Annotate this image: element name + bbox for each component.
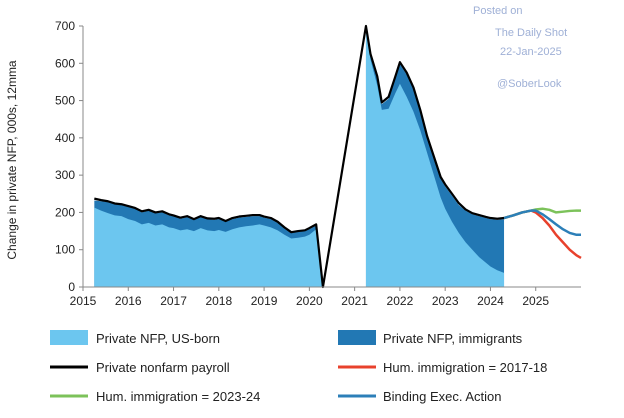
legend-swatch-us-born (50, 330, 88, 345)
series-total-line (94, 24, 505, 289)
legend-label-hum-2017-18: Hum. immigration = 2017-18 (383, 360, 547, 375)
x-tick-label: 2022 (387, 294, 414, 308)
legend: Private NFP, US-born Private NFP, immigr… (50, 330, 547, 404)
y-tick-label: 0 (68, 280, 75, 294)
y-tick-label: 400 (55, 131, 75, 145)
x-tick-label: 2020 (296, 294, 323, 308)
x-tick-label: 2019 (251, 294, 278, 308)
y-tick-label: 300 (55, 168, 75, 182)
watermark-source: The Daily Shot (495, 27, 567, 39)
x-tick-label: 2018 (205, 294, 232, 308)
x-tick-label: 2015 (70, 294, 97, 308)
y-tick-label: 700 (55, 19, 75, 33)
x-tick-labels: 2015 2016 2017 2018 2019 2020 2021 2022 2023 2024… (70, 287, 549, 308)
axes-layer (82, 26, 581, 288)
lines-layer (94, 24, 582, 289)
watermark-handle: @SoberLook (497, 78, 562, 90)
watermark: Posted on The Daily Shot 22-Jan-2025 @So… (473, 5, 567, 90)
x-tick-label: 2024 (477, 294, 504, 308)
x-tick-label: 2021 (341, 294, 368, 308)
series-hum-2017-18-line (503, 209, 582, 259)
series-us-born-area (94, 26, 505, 287)
legend-label-us-born: Private NFP, US-born (96, 331, 220, 346)
x-tick-label: 2025 (522, 294, 549, 308)
watermark-posted: Posted on (473, 5, 523, 17)
legend-label-immigrants: Private NFP, immigrants (383, 331, 523, 346)
series-binding-exec-line (503, 209, 581, 237)
x-tick-label: 2016 (115, 294, 142, 308)
y-tick-labels: 0 100 200 300 400 500 600 700 (55, 19, 83, 294)
legend-label-total: Private nonfarm payroll (96, 360, 230, 375)
legend-label-hum-2023-24: Hum. immigration = 2023-24 (96, 389, 260, 404)
y-tick-label: 100 (55, 243, 75, 257)
y-tick-label: 600 (55, 56, 75, 70)
watermark-date: 22-Jan-2025 (500, 46, 562, 58)
legend-label-binding-exec: Binding Exec. Action (383, 389, 502, 404)
y-axis-label: Change in private NFP, 000s, 12mma (5, 60, 19, 260)
x-tick-label: 2017 (160, 294, 187, 308)
areas-layer (94, 26, 505, 287)
x-tick-label: 2023 (432, 294, 459, 308)
y-tick-label: 200 (55, 205, 75, 219)
y-tick-label: 500 (55, 94, 75, 108)
legend-swatch-immigrants (338, 330, 376, 345)
